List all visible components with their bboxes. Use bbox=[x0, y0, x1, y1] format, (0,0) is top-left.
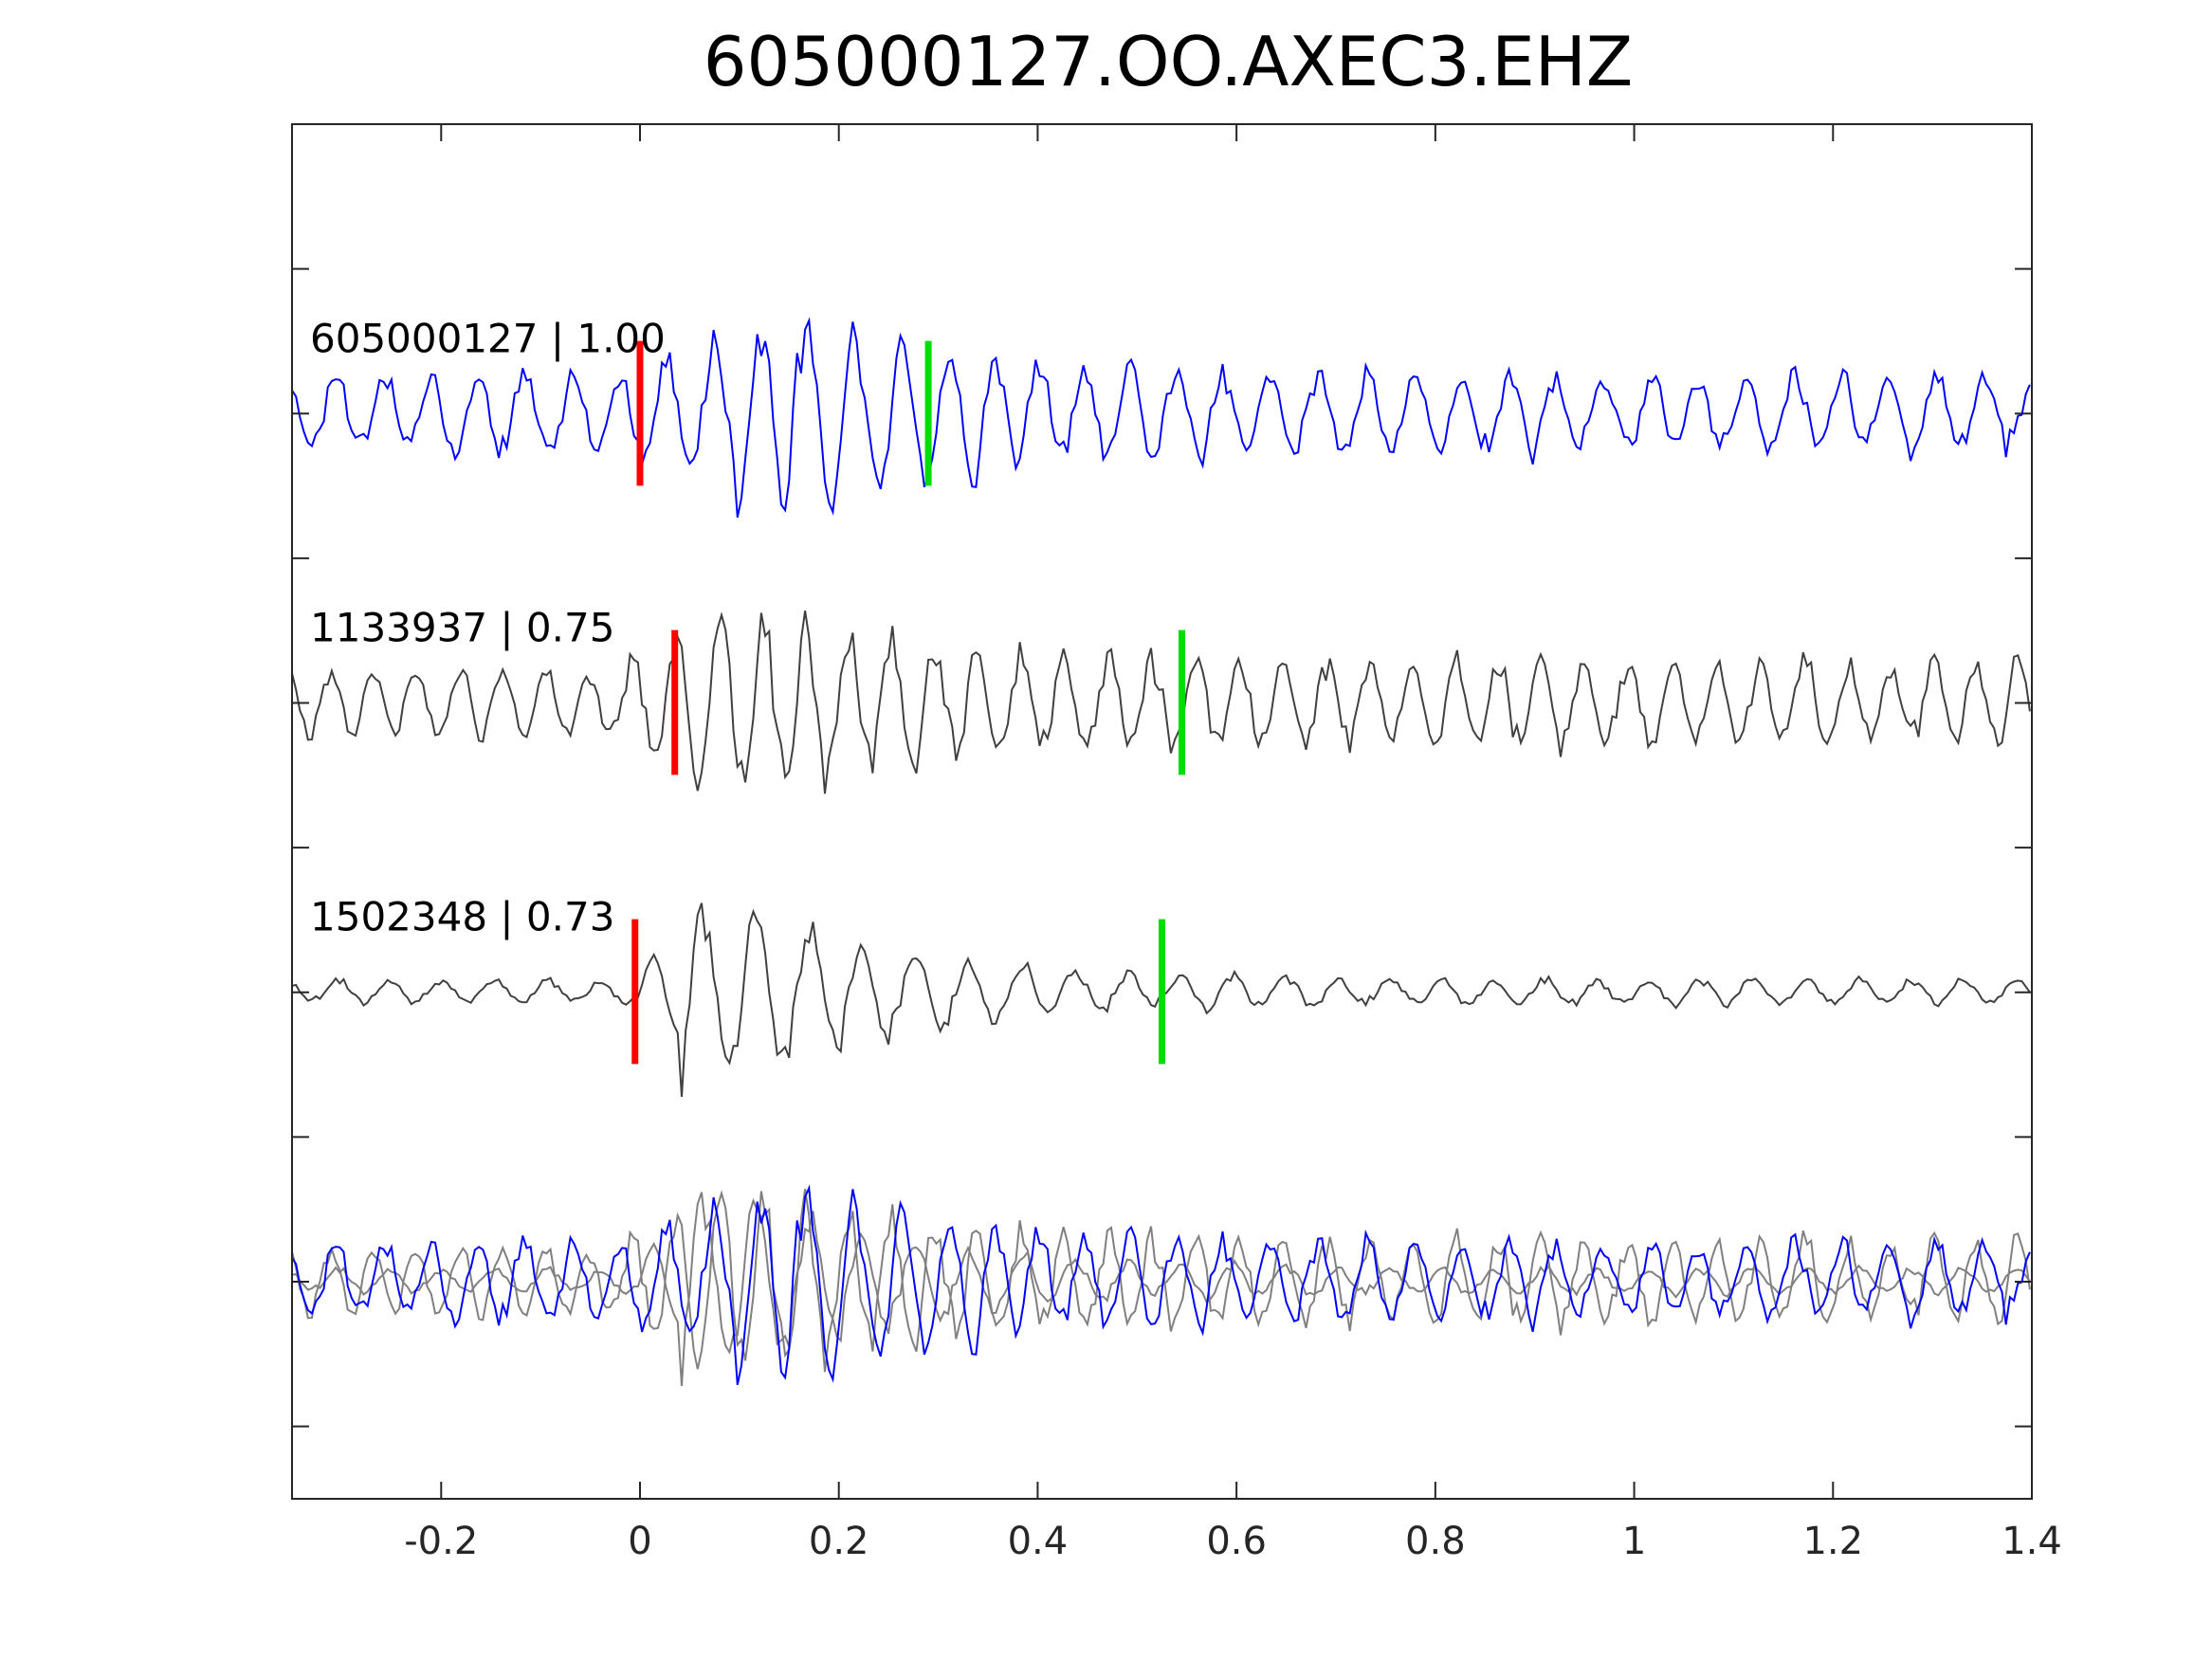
axes-box bbox=[291, 123, 2033, 1500]
x-tick-label: 1.2 bbox=[1802, 1520, 1863, 1563]
plot-area: 605000127 | 1.00 1133937 | 0.75 1502348 | … bbox=[291, 316, 2031, 1387]
trace-label-1133937: 1133937 | 0.75 bbox=[310, 605, 614, 651]
x-tick-label: 0.2 bbox=[809, 1520, 869, 1563]
axis-ticks: -0.2 0 0.2 0.4 0.6 0.8 1 1.2 1.4 bbox=[292, 124, 2062, 1563]
trace-1133937 bbox=[291, 611, 2031, 794]
x-tick-label: 0 bbox=[628, 1520, 651, 1563]
overlay-trace-1502348 bbox=[291, 1192, 2031, 1387]
x-tick-label: 0.4 bbox=[1008, 1520, 1069, 1563]
x-tick-label: 1 bbox=[1622, 1520, 1646, 1563]
overlay-trace-1133937 bbox=[291, 1189, 2031, 1373]
trace-label-605000127: 605000127 | 1.00 bbox=[310, 316, 666, 362]
chart-title: 605000127.OO.AXEC3.EHZ bbox=[704, 22, 1633, 101]
trace-label-1502348: 1502348 | 0.73 bbox=[310, 894, 614, 940]
x-tick-label: 0.8 bbox=[1405, 1520, 1466, 1563]
trace-605000127 bbox=[291, 317, 2031, 519]
x-tick-label: 0.6 bbox=[1206, 1520, 1267, 1563]
overlay-trace-605000127 bbox=[291, 1184, 2031, 1386]
x-tick-label: -0.2 bbox=[404, 1520, 478, 1563]
x-tick-label: 1.4 bbox=[2002, 1520, 2062, 1563]
